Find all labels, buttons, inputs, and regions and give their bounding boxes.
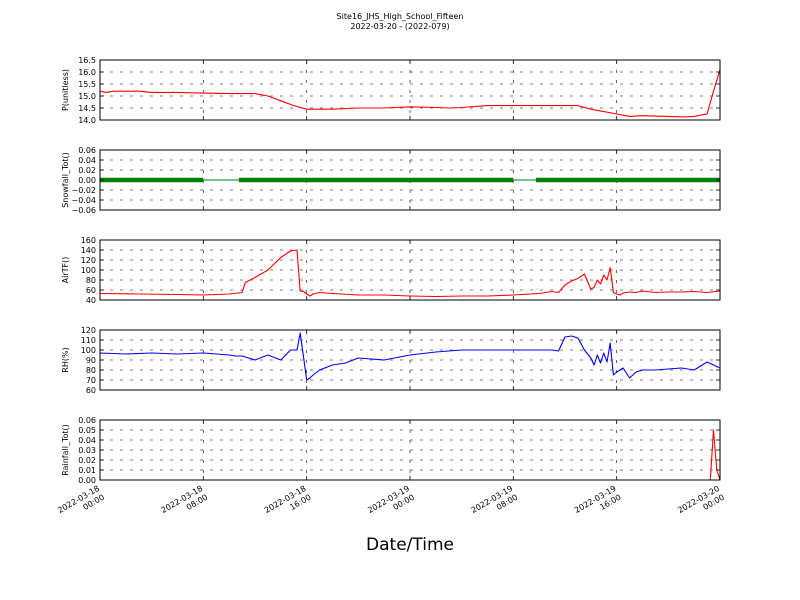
y-axis-label: RH(%)	[61, 347, 70, 372]
y-tick-label: 40	[86, 296, 96, 305]
y-axis-label: Snowfall_Tot()	[61, 152, 70, 208]
y-tick-label: 0.05	[78, 426, 96, 435]
y-tick-label: 16.0	[78, 68, 96, 77]
y-axis-label: AirTF()	[61, 257, 70, 284]
y-tick-label: 110	[81, 336, 96, 345]
y-tick-label: 0.06	[78, 416, 96, 425]
x-axis-label: Date/Time	[366, 535, 454, 555]
y-tick-label: −0.06	[71, 206, 96, 215]
y-tick-label: 0.04	[78, 156, 96, 165]
y-tick-label: 80	[86, 366, 96, 375]
series-line	[99, 332, 721, 381]
y-tick-label: 120	[81, 256, 96, 265]
y-tick-label: 15.5	[78, 80, 96, 89]
y-tick-label: 16.5	[78, 56, 96, 65]
y-tick-label: 0.00	[78, 476, 96, 485]
y-tick-label: 100	[81, 346, 96, 355]
y-tick-label: 0.01	[78, 466, 96, 475]
y-tick-label: 70	[86, 376, 96, 385]
y-tick-label: −0.02	[71, 186, 96, 195]
y-tick-label: 120	[81, 326, 96, 335]
y-tick-label: 0.02	[78, 456, 96, 465]
y-tick-label: 0.02	[78, 166, 96, 175]
series-line	[99, 249, 721, 298]
y-tick-label: 60	[86, 386, 96, 395]
y-tick-label: 0.00	[78, 176, 96, 185]
y-tick-label: 90	[86, 356, 96, 365]
y-axis-label: Rainfall_Tot()	[61, 424, 70, 476]
figure-subtitle: 2022-03-20 - (2022-079)	[350, 22, 449, 31]
y-tick-label: 60	[86, 286, 96, 295]
panels: 14.0 14.5 15.0 15.5 16.0 16.5 P(unitless) −0.06…	[61, 56, 721, 485]
y-tick-label: 80	[86, 276, 96, 285]
figure-title: Site16_JHS_High_School_Fifteen	[337, 12, 464, 21]
y-tick-label: 140	[81, 246, 96, 255]
y-tick-label: 0.06	[78, 146, 96, 155]
y-tick-label: 14.0	[78, 116, 96, 125]
panel-5: 0.000.010.020.030.040.050.06 Rainfall_Tot…	[61, 416, 721, 485]
y-tick-label: −0.04	[71, 196, 96, 205]
panel-2: −0.06−0.04−0.020.000.020.040.06 Snowfall_…	[61, 146, 721, 215]
y-tick-label: 14.5	[78, 104, 96, 113]
y-tick-label: 100	[81, 266, 96, 275]
y-tick-label: 160	[81, 236, 96, 245]
y-axis-label: P(unitless)	[61, 69, 70, 111]
y-tick-label: 0.03	[78, 446, 96, 455]
y-tick-label: 0.04	[78, 436, 96, 445]
panel-1: 14.0 14.5 15.0 15.5 16.0 16.5 P(unitless)	[61, 56, 721, 125]
y-tick-label: 15.0	[78, 92, 96, 101]
series-line	[99, 69, 721, 118]
